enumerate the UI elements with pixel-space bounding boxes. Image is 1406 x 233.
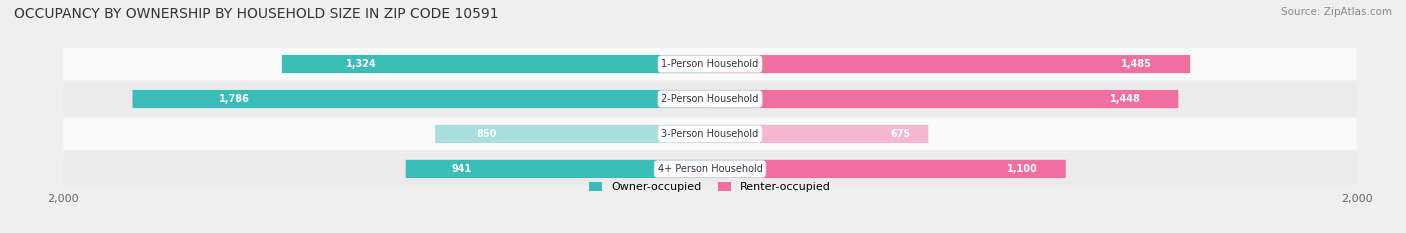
Text: 1,485: 1,485 [1121, 59, 1152, 69]
Text: 1,786: 1,786 [219, 94, 250, 104]
Text: 2-Person Household: 2-Person Household [661, 94, 759, 104]
FancyBboxPatch shape [710, 160, 1066, 178]
FancyBboxPatch shape [710, 55, 1191, 73]
Text: 675: 675 [890, 129, 911, 139]
Text: OCCUPANCY BY OWNERSHIP BY HOUSEHOLD SIZE IN ZIP CODE 10591: OCCUPANCY BY OWNERSHIP BY HOUSEHOLD SIZE… [14, 7, 499, 21]
Text: Source: ZipAtlas.com: Source: ZipAtlas.com [1281, 7, 1392, 17]
FancyBboxPatch shape [710, 125, 928, 143]
Text: 1,100: 1,100 [1007, 164, 1038, 174]
Text: 1,448: 1,448 [1109, 94, 1140, 104]
Text: 941: 941 [451, 164, 471, 174]
Legend: Owner-occupied, Renter-occupied: Owner-occupied, Renter-occupied [589, 182, 831, 192]
FancyBboxPatch shape [63, 48, 1357, 80]
FancyBboxPatch shape [63, 118, 1357, 150]
FancyBboxPatch shape [63, 153, 1357, 185]
Text: 1,324: 1,324 [346, 59, 377, 69]
FancyBboxPatch shape [710, 90, 1178, 108]
Text: 1-Person Household: 1-Person Household [661, 59, 759, 69]
FancyBboxPatch shape [436, 125, 710, 143]
FancyBboxPatch shape [132, 90, 710, 108]
Text: 850: 850 [477, 129, 496, 139]
Text: 3-Person Household: 3-Person Household [661, 129, 759, 139]
FancyBboxPatch shape [281, 55, 710, 73]
FancyBboxPatch shape [63, 83, 1357, 115]
Text: 4+ Person Household: 4+ Person Household [658, 164, 762, 174]
FancyBboxPatch shape [406, 160, 710, 178]
